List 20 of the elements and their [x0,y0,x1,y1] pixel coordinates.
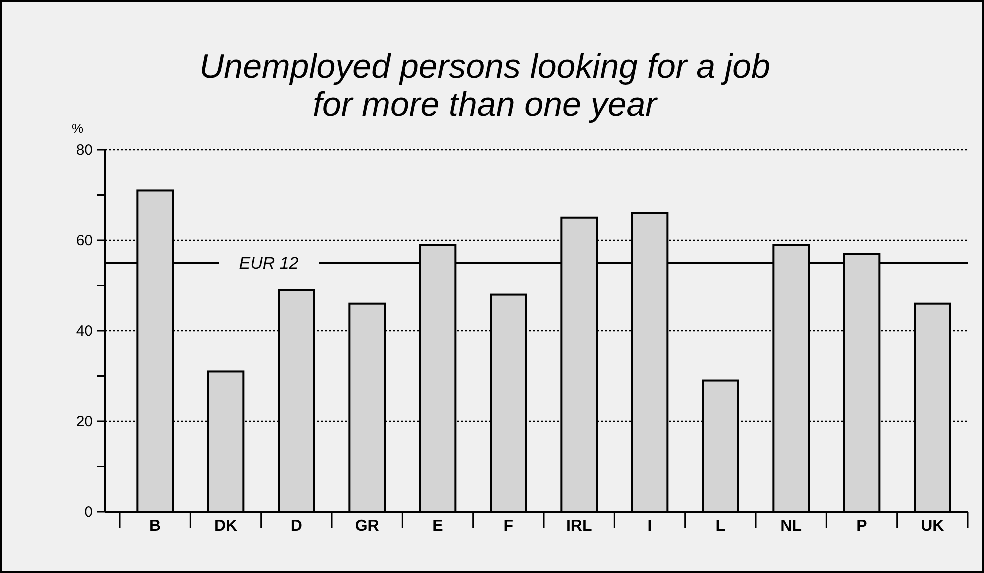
x-tick-label: UK [921,518,945,535]
x-tick-label: F [504,518,514,535]
x-tick-label: D [290,518,302,535]
y-axis-title: % [72,121,84,136]
y-tick-label: 60 [76,232,93,250]
x-tick-label: IRL [566,518,592,535]
chart-title: Unemployed persons looking for a job for more than one year [200,48,770,124]
x-tick-label: GR [355,518,380,535]
ref-line-label: EUR 12 [239,254,300,274]
x-tick-label: NL [780,518,802,535]
x-tick-label: I [648,518,652,535]
y-tick-label: 40 [76,323,93,340]
x-tick-label: L [716,518,726,535]
y-tick-label: 20 [76,414,93,430]
x-tick-label: P [856,518,868,535]
x-tick-label: DK [214,518,238,535]
x-tick-label: E [432,518,444,535]
x-tick-label: B [150,518,162,535]
y-tick-label: 80 [76,142,93,159]
y-tick-label: 0 [84,504,93,521]
